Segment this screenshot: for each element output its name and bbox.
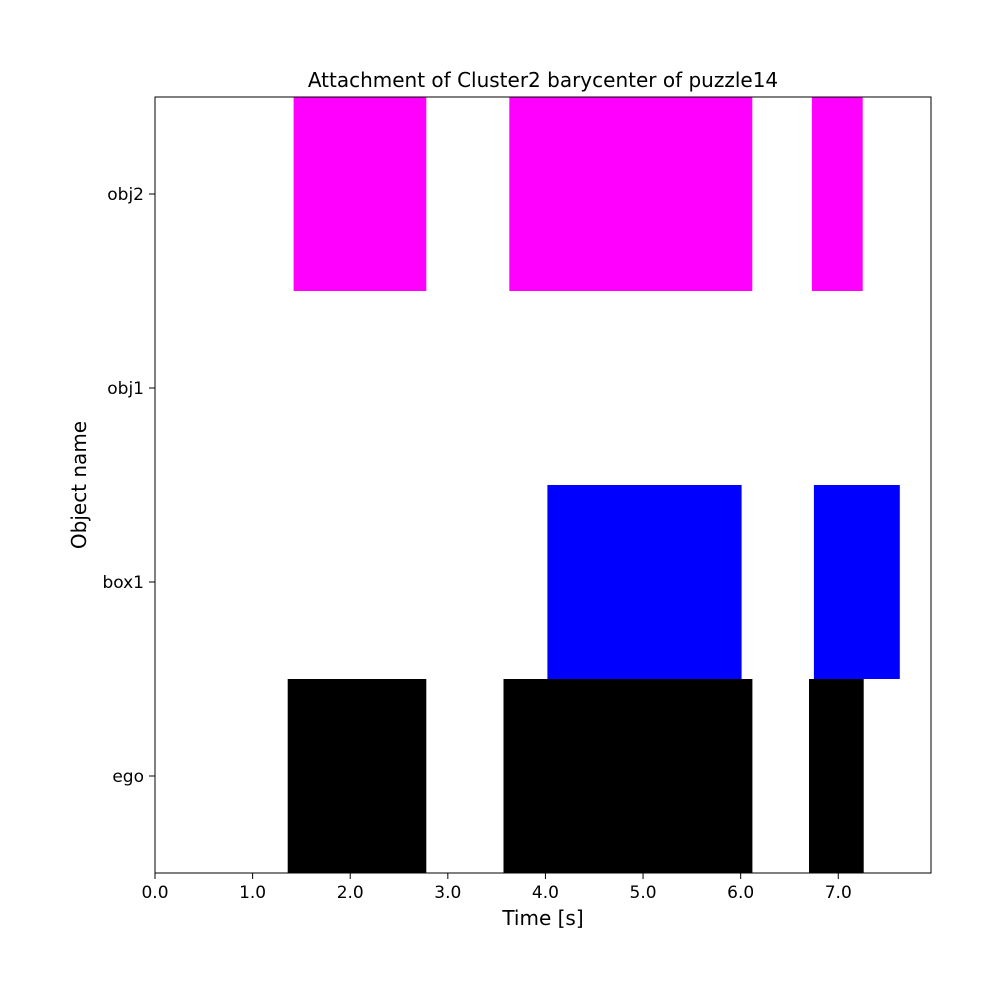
y-axis: ego box1 obj1 obj2 — [102, 185, 155, 787]
x-axis-label: Time [s] — [501, 906, 583, 930]
x-tick-label: 5.0 — [630, 883, 657, 903]
x-tick-label: 2.0 — [337, 883, 364, 903]
bar-obj2-2 — [811, 97, 863, 291]
x-axis: 0.0 1.0 2.0 3.0 4.0 5.0 6.0 7.0 — [141, 873, 852, 903]
y-tick-label-obj1: obj1 — [107, 379, 144, 399]
bar-ego-1 — [503, 679, 753, 873]
x-tick-label: 4.0 — [532, 883, 559, 903]
y-tick-label-ego: ego — [112, 767, 144, 787]
x-tick-label: 0.0 — [141, 883, 168, 903]
bar-box1-0 — [547, 485, 742, 679]
bar-obj2-1 — [509, 97, 753, 291]
bars-layer — [287, 97, 900, 873]
y-tick-label-obj2: obj2 — [107, 185, 144, 205]
x-tick-label: 3.0 — [434, 883, 461, 903]
y-tick-label-box1: box1 — [102, 573, 144, 593]
bar-ego-0 — [287, 679, 427, 873]
plot-frame — [154, 96, 932, 874]
x-tick-label: 1.0 — [239, 883, 266, 903]
bar-obj2-0 — [293, 97, 427, 291]
bar-ego-2 — [809, 679, 864, 873]
chart-title: Attachment of Cluster2 barycenter of puz… — [308, 68, 778, 92]
x-tick-label: 7.0 — [825, 883, 852, 903]
x-tick-label: 6.0 — [727, 883, 754, 903]
bar-box1-1 — [813, 485, 900, 679]
y-axis-label: Object name — [67, 421, 91, 549]
